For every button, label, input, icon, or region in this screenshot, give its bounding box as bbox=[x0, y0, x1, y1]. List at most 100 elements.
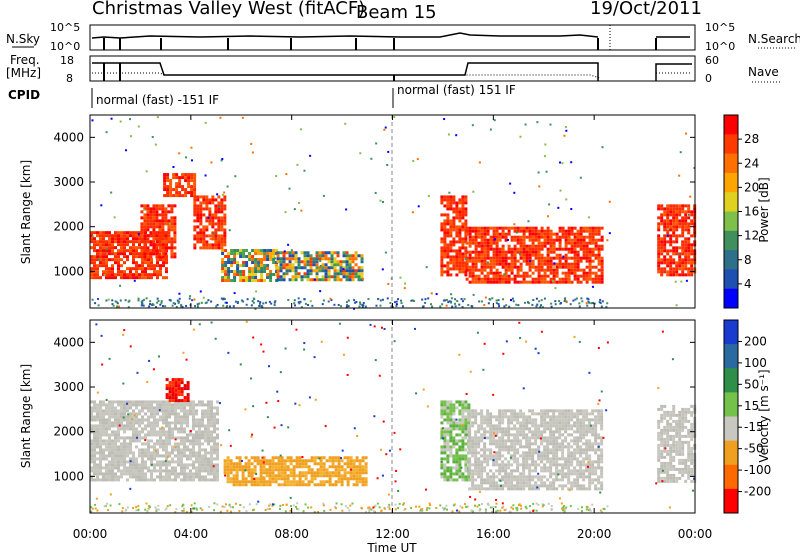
range-cell bbox=[455, 201, 459, 205]
range-cell bbox=[283, 480, 287, 484]
range-cell bbox=[531, 463, 535, 467]
range-cell bbox=[224, 279, 228, 283]
range-cell bbox=[474, 436, 478, 440]
range-cell bbox=[461, 240, 465, 244]
range-cell bbox=[178, 191, 182, 195]
range-cell bbox=[303, 257, 307, 261]
range-cell bbox=[96, 466, 99, 470]
range-cell bbox=[266, 267, 270, 271]
range-cell bbox=[531, 235, 535, 239]
range-cell bbox=[300, 251, 304, 255]
range-cell bbox=[597, 244, 601, 248]
range-cell bbox=[486, 241, 490, 245]
range-cell bbox=[150, 403, 153, 407]
range-cell bbox=[120, 454, 123, 458]
range-cell bbox=[132, 412, 135, 416]
range-cell bbox=[507, 268, 511, 272]
range-cell bbox=[458, 460, 462, 464]
range-cell bbox=[477, 412, 481, 416]
range-cell bbox=[519, 439, 523, 443]
range-cell bbox=[452, 445, 456, 449]
range-cell bbox=[117, 451, 120, 455]
range-cell bbox=[452, 207, 456, 211]
range-cell bbox=[132, 267, 135, 271]
range-cell bbox=[108, 252, 111, 256]
range-cell bbox=[283, 468, 287, 472]
range-cell bbox=[440, 237, 444, 241]
range-cell bbox=[435, 293, 438, 296]
range-cell bbox=[217, 207, 221, 211]
range-cell bbox=[558, 415, 562, 419]
range-cell bbox=[594, 253, 598, 257]
range-cell bbox=[248, 255, 252, 259]
range-cell bbox=[513, 454, 517, 458]
range-cell bbox=[174, 381, 178, 385]
range-cell bbox=[285, 269, 289, 273]
range-cell bbox=[149, 213, 153, 217]
range-cell bbox=[220, 234, 224, 238]
range-cell bbox=[199, 210, 203, 214]
range-cell bbox=[684, 264, 688, 268]
range-cell bbox=[669, 213, 673, 217]
range-cell bbox=[468, 409, 472, 413]
range-cell bbox=[483, 274, 487, 278]
range-cell bbox=[177, 436, 180, 440]
range-cell bbox=[327, 266, 331, 270]
range-cell bbox=[159, 418, 162, 422]
range-cell bbox=[327, 251, 331, 255]
range-cell bbox=[598, 301, 601, 304]
range-cell bbox=[232, 483, 236, 487]
range-cell bbox=[519, 274, 523, 278]
range-cell bbox=[555, 415, 559, 419]
range-cell bbox=[153, 448, 156, 452]
range-cell bbox=[471, 265, 475, 269]
range-cell bbox=[669, 270, 673, 274]
range-cell bbox=[180, 378, 184, 382]
range-cell bbox=[331, 474, 335, 478]
range-cell bbox=[489, 424, 493, 428]
range-cell bbox=[561, 439, 565, 443]
range-cell bbox=[162, 305, 165, 308]
range-cell bbox=[271, 459, 275, 463]
range-cell bbox=[129, 135, 132, 138]
range-cell bbox=[328, 465, 332, 469]
range-cell bbox=[471, 229, 475, 233]
range-cell bbox=[367, 298, 370, 301]
range-cell bbox=[669, 258, 673, 262]
range-cell bbox=[522, 433, 526, 437]
range-cell bbox=[190, 176, 194, 180]
range-cell bbox=[226, 474, 230, 478]
range-cell bbox=[297, 266, 301, 270]
range-cell bbox=[198, 439, 201, 443]
range-cell bbox=[537, 475, 541, 479]
range-cell bbox=[534, 451, 538, 455]
range-cell bbox=[285, 173, 288, 176]
range-cell bbox=[540, 277, 544, 281]
range-cell bbox=[96, 472, 99, 476]
range-cell bbox=[193, 234, 197, 238]
range-cell bbox=[202, 237, 206, 241]
range-cell bbox=[567, 232, 571, 236]
range-cell bbox=[477, 466, 481, 470]
range-cell bbox=[301, 483, 305, 487]
range-cell bbox=[288, 263, 292, 267]
range-cell bbox=[198, 454, 201, 458]
range-cell bbox=[236, 261, 240, 265]
range-cell bbox=[498, 424, 502, 428]
range-cell bbox=[251, 255, 255, 259]
range-cell bbox=[165, 430, 168, 434]
range-cell bbox=[226, 462, 230, 466]
range-cell bbox=[123, 255, 126, 259]
range-cell bbox=[440, 457, 444, 461]
range-cell bbox=[126, 478, 129, 482]
range-cell bbox=[483, 454, 487, 458]
range-cell bbox=[687, 222, 691, 226]
range-cell bbox=[166, 173, 170, 177]
range-cell bbox=[663, 237, 667, 241]
range-cell bbox=[564, 436, 568, 440]
range-cell bbox=[159, 415, 162, 419]
range-cell bbox=[138, 264, 141, 268]
range-cell bbox=[198, 433, 201, 437]
range-cell bbox=[404, 282, 407, 285]
range-cell bbox=[449, 255, 453, 259]
